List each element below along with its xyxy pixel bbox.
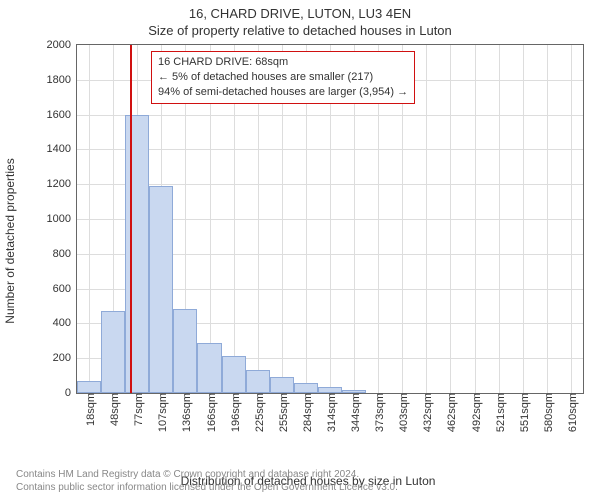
x-tick-label: 373sqm — [370, 393, 386, 432]
x-tick-label: 462sqm — [442, 393, 458, 432]
annotation-line1: 16 CHARD DRIVE: 68sqm — [158, 55, 408, 70]
annotation-box: 16 CHARD DRIVE: 68sqm ← 5% of detached h… — [151, 51, 415, 104]
histogram-bar — [101, 311, 125, 393]
x-tick-label: 225sqm — [250, 393, 266, 432]
gridline-v — [426, 45, 427, 393]
x-tick-label: 77sqm — [129, 393, 145, 426]
x-tick-label: 136sqm — [177, 393, 193, 432]
histogram-bar — [270, 377, 294, 393]
histogram-bar — [246, 370, 270, 393]
chart-title-main: 16, CHARD DRIVE, LUTON, LU3 4EN — [0, 0, 600, 21]
x-tick-label: 314sqm — [322, 393, 338, 432]
footer-line1: Contains HM Land Registry data © Crown c… — [16, 468, 398, 481]
x-tick-label: 166sqm — [202, 393, 218, 432]
histogram-bar — [318, 387, 342, 393]
x-tick-label: 48sqm — [105, 393, 121, 426]
y-tick-label: 0 — [65, 387, 77, 399]
plot-area: 020040060080010001200140016001800200018s… — [76, 44, 584, 394]
y-tick-label: 1400 — [47, 143, 77, 155]
footer-attribution: Contains HM Land Registry data © Crown c… — [16, 468, 398, 494]
y-tick-label: 1800 — [47, 74, 77, 86]
histogram-bar — [342, 390, 366, 393]
gridline-v — [547, 45, 548, 393]
x-tick-label: 344sqm — [346, 393, 362, 432]
gridline-v — [499, 45, 500, 393]
x-tick-label: 610sqm — [563, 393, 579, 432]
gridline-v — [89, 45, 90, 393]
y-axis-label: Number of detached properties — [3, 158, 17, 323]
histogram-bar — [173, 309, 197, 393]
gridline-v — [475, 45, 476, 393]
y-tick-label: 1200 — [47, 178, 77, 190]
y-tick-label: 1000 — [47, 213, 77, 225]
gridline-v — [450, 45, 451, 393]
x-tick-label: 255sqm — [274, 393, 290, 432]
x-tick-label: 580sqm — [539, 393, 555, 432]
annotation-line3: 94% of semi-detached houses are larger (… — [158, 85, 408, 100]
x-tick-label: 521sqm — [491, 393, 507, 432]
y-tick-label: 2000 — [47, 39, 77, 51]
reference-line — [130, 45, 132, 393]
histogram-bar — [294, 383, 318, 393]
y-tick-label: 200 — [53, 352, 77, 364]
y-tick-label: 600 — [53, 283, 77, 295]
histogram-bar — [77, 381, 101, 393]
y-tick-label: 400 — [53, 317, 77, 329]
footer-line2: Contains public sector information licen… — [16, 481, 398, 494]
x-tick-label: 492sqm — [467, 393, 483, 432]
gridline-v — [523, 45, 524, 393]
x-tick-label: 284sqm — [298, 393, 314, 432]
x-tick-label: 18sqm — [81, 393, 97, 426]
histogram-bar — [197, 343, 221, 393]
x-tick-label: 403sqm — [394, 393, 410, 432]
x-tick-label: 551sqm — [515, 393, 531, 432]
gridline-v — [571, 45, 572, 393]
histogram-bar — [222, 356, 246, 393]
y-tick-label: 1600 — [47, 109, 77, 121]
chart-title-sub: Size of property relative to detached ho… — [0, 21, 600, 42]
y-tick-label: 800 — [53, 248, 77, 260]
x-tick-label: 432sqm — [418, 393, 434, 432]
x-tick-label: 107sqm — [153, 393, 169, 432]
chart-container: Number of detached properties 0200400600… — [28, 44, 588, 438]
x-tick-label: 196sqm — [226, 393, 242, 432]
annotation-line2: ← 5% of detached houses are smaller (217… — [158, 70, 408, 85]
histogram-bar — [149, 186, 173, 393]
